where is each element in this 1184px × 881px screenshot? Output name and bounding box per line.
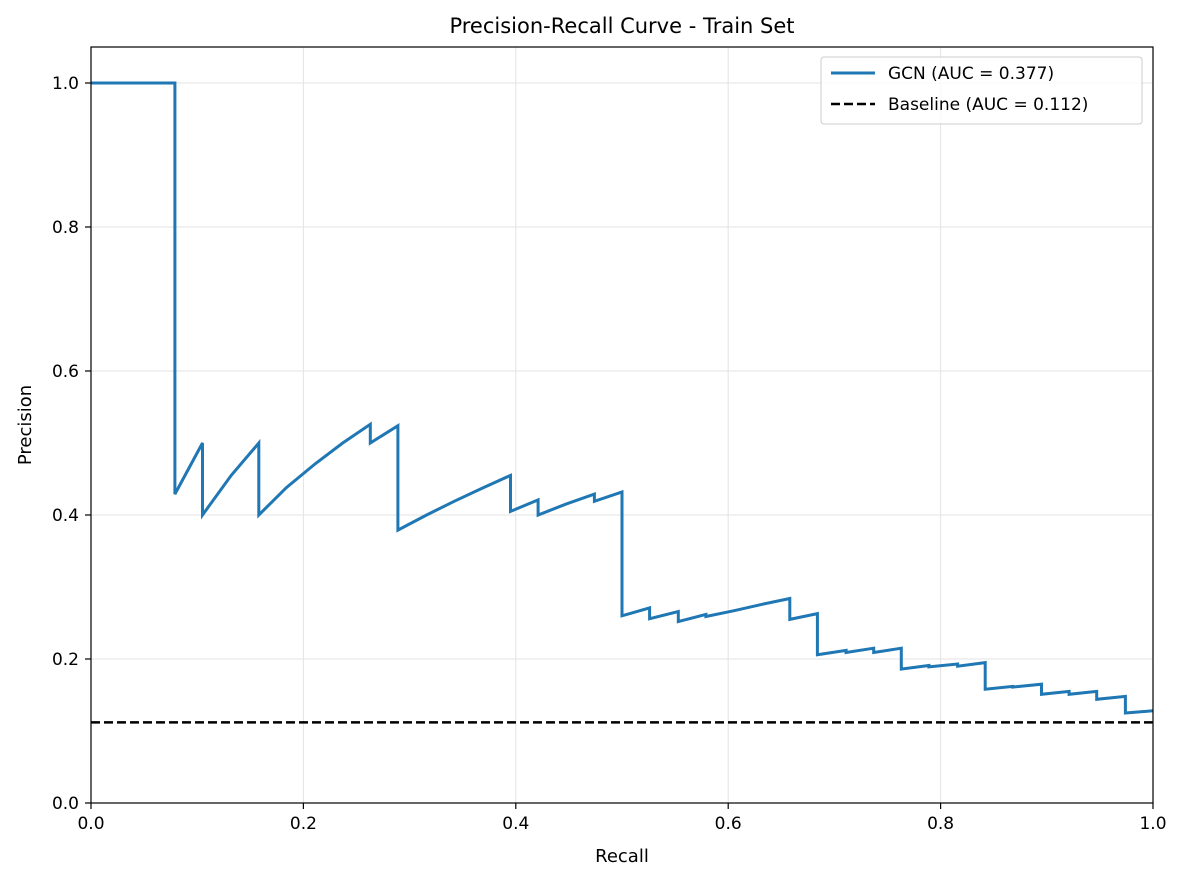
y-tick-label: 0.6 [52,362,79,382]
y-axis: 0.0 0.2 0.4 0.6 0.8 1.0 [52,74,91,814]
legend-label-gcn: GCN (AUC = 0.377) [888,64,1054,84]
series-layer [91,81,1154,724]
gcn-line [91,81,1154,715]
y-axis-title: Precision [15,385,36,465]
x-tick-label: 0.8 [927,814,954,834]
y-tick-label: 1.0 [52,74,79,94]
x-axis-title: Recall [595,846,649,867]
x-axis: 0.0 0.2 0.4 0.6 0.8 1.0 [77,803,1167,834]
x-tick-label: 0.4 [502,814,529,834]
plot-frame [90,46,1154,804]
x-tick-label: 0.2 [290,814,317,834]
legend-box [820,56,1143,125]
x-tick-label: 0.6 [715,814,742,834]
y-tick-label: 0.4 [52,506,79,526]
legend-label-baseline: Baseline (AUC = 0.112) [888,95,1088,115]
x-tick-label: 1.0 [1139,814,1166,834]
chart-title: Precision-Recall Curve - Train Set [449,14,794,38]
x-tick-label: 0.0 [77,814,104,834]
y-tick-label: 0.0 [52,794,79,814]
y-tick-label: 0.2 [52,650,79,670]
legend: GCN (AUC = 0.377) Baseline (AUC = 0.112) [820,56,1143,125]
y-tick-label: 0.8 [52,218,79,238]
